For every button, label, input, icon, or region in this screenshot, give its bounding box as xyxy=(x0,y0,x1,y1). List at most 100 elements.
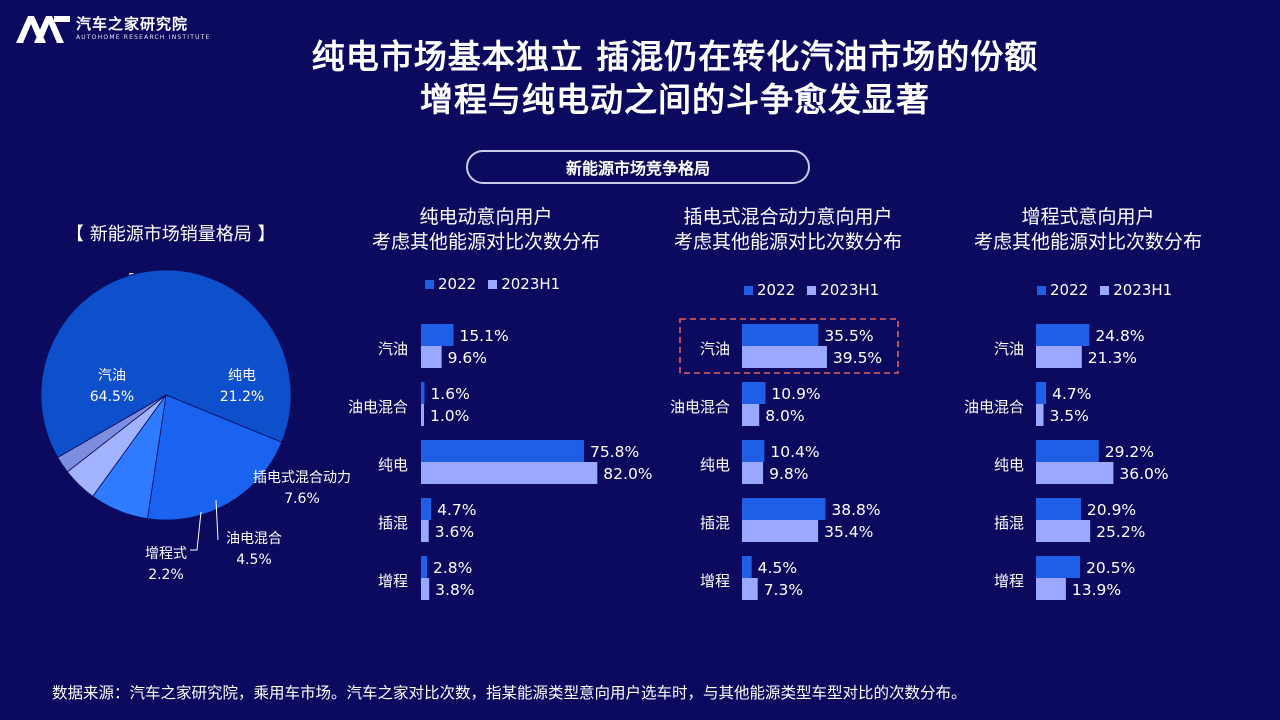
category-label: 插混 xyxy=(700,514,730,532)
bar xyxy=(1036,382,1047,404)
bar xyxy=(742,498,826,520)
pie-slice-value: 4.5% xyxy=(236,552,272,568)
bar-panel-3-subtitle: 考虑其他能源对比次数分布 xyxy=(973,231,1202,253)
legend-swatch-2022 xyxy=(744,285,753,295)
legend-label-2022: 2022 xyxy=(1050,281,1089,299)
bar xyxy=(742,324,819,346)
bar xyxy=(742,578,758,600)
category-label: 汽油 xyxy=(700,340,730,358)
bar-value-label: 35.4% xyxy=(824,523,873,541)
bar-value-label: 82.0% xyxy=(603,465,652,483)
legend-swatch-2023h1 xyxy=(488,279,498,289)
bar-value-label: 13.9% xyxy=(1072,581,1121,599)
legend-label-2022: 2022 xyxy=(438,275,477,293)
bar-value-label: 3.5% xyxy=(1050,407,1089,425)
bar xyxy=(742,556,752,578)
pie-slice-label: 增程式 xyxy=(145,546,187,562)
category-label: 增程 xyxy=(700,572,730,590)
legend-label-2023h1: 2023H1 xyxy=(1113,281,1173,299)
category-label: 油电混合 xyxy=(348,398,408,416)
bar-value-label: 3.8% xyxy=(435,581,474,599)
autohome-logo-icon xyxy=(16,16,70,43)
bar-value-label: 20.5% xyxy=(1086,559,1135,577)
bar xyxy=(1036,556,1081,578)
bar-panel-1-heading: 纯电动意向用户 考虑其他能源对比次数分布 xyxy=(326,205,646,255)
legend-swatch-2023h1 xyxy=(1100,285,1110,295)
bar xyxy=(742,346,827,368)
bar-value-label: 36.0% xyxy=(1119,465,1168,483)
legend-label-2022: 2022 xyxy=(757,281,796,299)
bar xyxy=(421,578,430,600)
bar xyxy=(742,382,766,404)
logo-chinese-name: 汽车之家研究院 xyxy=(76,15,189,33)
bar-value-label: 4.5% xyxy=(758,559,797,577)
bar-panel-3-title: 增程式意向用户 xyxy=(1021,206,1155,228)
bar xyxy=(421,346,442,368)
bar xyxy=(421,440,584,462)
bar-value-label: 38.8% xyxy=(831,501,880,519)
legend-label-2023h1: 2023H1 xyxy=(501,275,561,293)
category-label: 油电混合 xyxy=(964,398,1024,416)
bar xyxy=(1036,440,1099,462)
category-label: 纯电 xyxy=(700,456,730,474)
bar-value-label: 10.9% xyxy=(771,385,820,403)
bar-panel-2-heading: 插电式混合动力意向用户 考虑其他能源对比次数分布 xyxy=(628,205,948,255)
bar-value-label: 75.8% xyxy=(590,443,639,461)
bar-value-label: 8.0% xyxy=(765,407,804,425)
bar-value-label: 21.3% xyxy=(1088,349,1137,367)
bar xyxy=(421,556,428,578)
legend-swatch-2023h1 xyxy=(807,285,817,295)
pie-slice-label: 插电式混合动力 xyxy=(253,470,351,486)
page-title-line1: 纯电市场基本独立 插混仍在转化汽油市场的份额 xyxy=(311,37,1039,76)
logo-english-name: AUTOHOME RESEARCH INSTITUTE xyxy=(76,34,211,41)
pie-slice-value: 21.2% xyxy=(220,389,264,405)
category-label: 纯电 xyxy=(994,456,1024,474)
category-label: 增程 xyxy=(378,572,408,590)
bar xyxy=(421,462,598,484)
pie-slice xyxy=(57,394,167,473)
section-label: 新能源市场竞争格局 xyxy=(466,150,810,184)
bar-value-label: 4.7% xyxy=(1052,385,1091,403)
bar xyxy=(421,404,424,426)
bar-value-label: 20.9% xyxy=(1087,501,1136,519)
bar-value-label: 39.5% xyxy=(833,349,882,367)
category-label: 纯电 xyxy=(378,456,408,474)
bar xyxy=(1036,324,1090,346)
bar xyxy=(1036,498,1081,520)
category-label: 油电混合 xyxy=(670,398,730,416)
bar-panel-1-subtitle: 考虑其他能源对比次数分布 xyxy=(371,231,600,253)
pie-slice-label: 汽油 xyxy=(98,368,126,384)
bar-panel-3-legend: 2022 2023H1 xyxy=(1037,281,1184,299)
bar xyxy=(742,462,764,484)
bar-panel-3-heading: 增程式意向用户 考虑其他能源对比次数分布 xyxy=(928,205,1248,255)
bar-value-label: 7.3% xyxy=(764,581,803,599)
bar xyxy=(421,498,432,520)
pie-chart-title: 【 新能源市场销量格局 】 xyxy=(66,224,276,245)
bar-panel-2-legend: 2022 2023H1 xyxy=(744,281,891,299)
bar xyxy=(1036,404,1044,426)
bar xyxy=(421,324,454,346)
pie-slice-value: 7.6% xyxy=(284,491,320,507)
data-source-note: 数据来源：汽车之家研究院，乘用车市场。汽车之家对比次数，指某能源类型意向用户选车… xyxy=(52,684,967,702)
pie-slice xyxy=(147,394,283,521)
bar xyxy=(742,440,765,462)
pie-slice-label: 油电混合 xyxy=(226,531,282,547)
bar-value-label: 29.2% xyxy=(1105,443,1154,461)
category-label: 增程 xyxy=(994,572,1024,590)
bar-panel-1-title: 纯电动意向用户 xyxy=(419,206,553,228)
bar-value-label: 2.8% xyxy=(433,559,472,577)
legend-swatch-2022 xyxy=(1037,285,1046,295)
bar-panel-1-legend: 2022 2023H1 xyxy=(425,275,572,293)
bar-panel-2-subtitle: 考虑其他能源对比次数分布 xyxy=(673,231,902,253)
pie-slice xyxy=(40,269,292,459)
category-label: 汽油 xyxy=(994,340,1024,358)
bar-value-label: 25.2% xyxy=(1096,523,1145,541)
bar-value-label: 1.6% xyxy=(430,385,469,403)
brand-logo: 汽车之家研究院 AUTOHOME RESEARCH INSTITUTE xyxy=(14,12,211,46)
page-title-line2: 增程与纯电动之间的斗争愈发显著 xyxy=(420,80,930,119)
bar xyxy=(421,520,429,542)
bar-value-label: 15.1% xyxy=(459,327,508,345)
bar xyxy=(1036,346,1082,368)
